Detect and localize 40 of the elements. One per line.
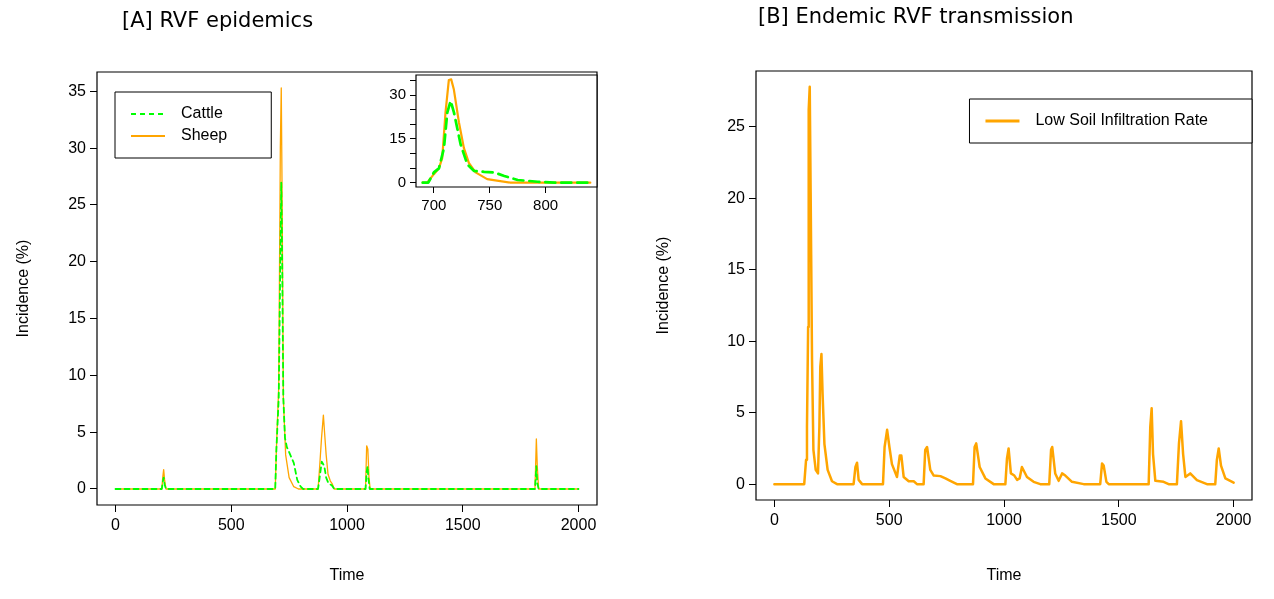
chart-title: [A] RVF epidemics [122, 8, 314, 32]
legend-label: Cattle [181, 104, 223, 122]
y-tick-label: 5 [736, 403, 746, 421]
legend-label: Low Soil Infiltration Rate [1035, 111, 1209, 129]
y-tick-label: 0 [397, 172, 406, 190]
x-tick-label: 1500 [444, 516, 481, 534]
y-tick-label: 25 [68, 195, 87, 213]
y-tick-label: 10 [727, 331, 746, 349]
y-tick-label: 0 [77, 479, 87, 497]
y-tick-label: 25 [727, 117, 746, 135]
y-axis-title: Incidence (%) [654, 236, 672, 335]
x-tick-label: 0 [111, 516, 121, 534]
x-tick-label: 700 [421, 196, 447, 214]
x-tick-label: 2000 [560, 516, 597, 534]
y-tick-label: 5 [77, 422, 87, 440]
x-tick-label: 2000 [1215, 511, 1252, 529]
x-tick-label: 500 [217, 516, 245, 534]
x-tick-label: 500 [875, 511, 903, 529]
chart-title: [B] Endemic RVF transmission [758, 4, 1074, 28]
x-tick-label: 1000 [986, 511, 1022, 529]
y-tick-label: 15 [68, 308, 87, 326]
x-tick-label: 0 [769, 511, 779, 529]
x-tick-label: 800 [533, 196, 559, 214]
y-tick-label: 35 [68, 81, 87, 99]
y-tick-label: 15 [389, 129, 406, 147]
y-tick-label: 15 [727, 260, 746, 278]
y-tick-label: 20 [68, 252, 87, 270]
y-tick-label: 0 [736, 474, 746, 492]
y-tick-label: 20 [727, 188, 746, 206]
x-tick-label: 1000 [329, 516, 365, 534]
x-tick-label: 1500 [1101, 511, 1137, 529]
x-axis-title: Time [986, 565, 1022, 583]
y-tick-label: 10 [68, 365, 87, 383]
x-tick-label: 750 [477, 196, 503, 214]
y-axis-title: Incidence (%) [14, 239, 32, 338]
legend-label: Sheep [181, 126, 228, 144]
x-axis-title: Time [329, 565, 365, 583]
y-tick-label: 30 [68, 138, 87, 156]
y-tick-label: 30 [389, 85, 406, 103]
line-series [421, 99, 592, 184]
